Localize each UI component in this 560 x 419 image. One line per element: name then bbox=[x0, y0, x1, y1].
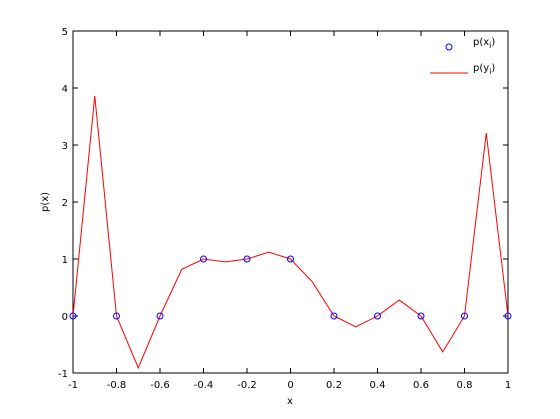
y-tick-label: -1 bbox=[58, 369, 68, 380]
y-tick-label: 3 bbox=[62, 141, 68, 152]
marker bbox=[461, 312, 468, 320]
x-tick-label: 0.2 bbox=[326, 380, 342, 391]
legend-label: p(yi) bbox=[473, 63, 495, 76]
x-tick-label: -0.6 bbox=[150, 380, 170, 391]
legend-marker bbox=[445, 43, 453, 51]
y-axis-label: p(x) bbox=[40, 192, 51, 212]
x-tick-label: -1 bbox=[68, 380, 78, 391]
marker bbox=[504, 312, 512, 320]
x-tick-label: 1 bbox=[505, 380, 511, 391]
line bbox=[72, 95, 509, 370]
marker bbox=[287, 255, 294, 263]
y-tick-label: 4 bbox=[62, 84, 68, 95]
marker bbox=[330, 312, 338, 320]
y-tick-label: 5 bbox=[62, 27, 68, 38]
legend-label: p(xi) bbox=[473, 37, 495, 50]
x-tick-label: 0.4 bbox=[370, 380, 386, 391]
x-tick-label: -0.8 bbox=[107, 380, 127, 391]
plot-area bbox=[72, 30, 509, 374]
marker bbox=[156, 312, 164, 320]
marker bbox=[243, 255, 251, 263]
x-tick-label: 0.6 bbox=[413, 380, 429, 391]
marker bbox=[113, 312, 120, 320]
marker bbox=[200, 255, 207, 263]
y-tick-label: 1 bbox=[62, 255, 68, 266]
marker bbox=[417, 312, 425, 320]
marker bbox=[374, 312, 381, 320]
x-tick-label: 0.8 bbox=[457, 380, 473, 391]
y-tick-label: 2 bbox=[62, 198, 68, 209]
x-tick-label: 0 bbox=[287, 380, 293, 391]
marker bbox=[69, 312, 77, 320]
x-tick-label: -0.2 bbox=[237, 380, 257, 391]
x-axis-label: x bbox=[287, 396, 293, 407]
y-tick-label: 0 bbox=[62, 312, 68, 323]
x-tick-label: -0.4 bbox=[194, 380, 214, 391]
